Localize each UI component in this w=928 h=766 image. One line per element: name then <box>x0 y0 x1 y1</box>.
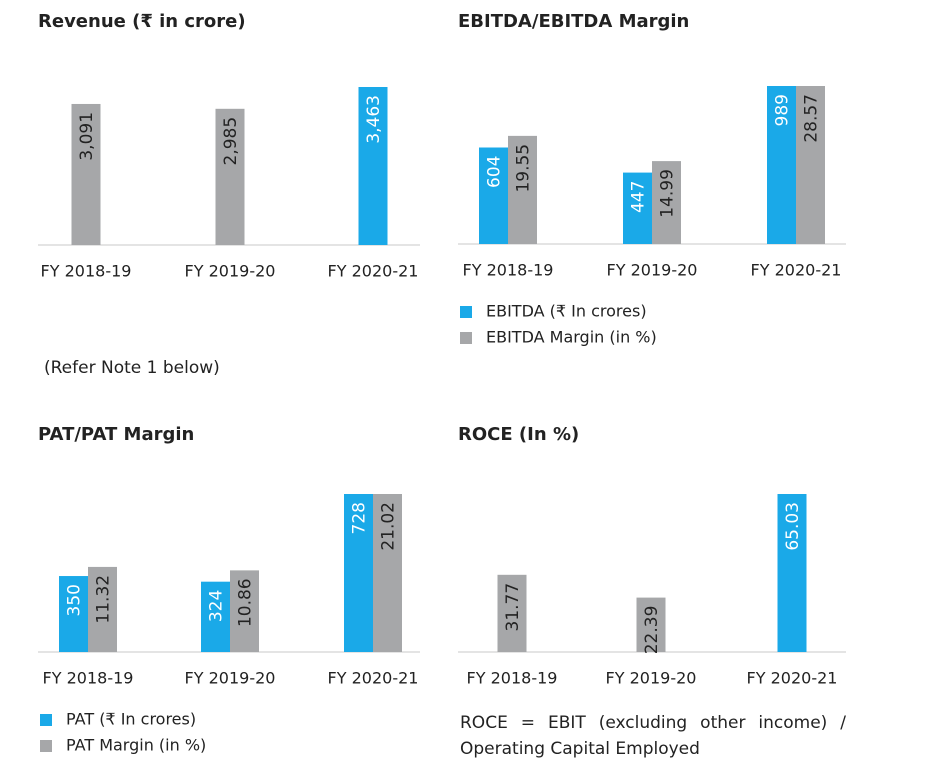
value-label: 31.77 <box>503 583 523 632</box>
note: (Refer Note 1 below) <box>44 358 220 378</box>
value-label: 22.39 <box>642 606 662 655</box>
value-label: 989 <box>773 94 793 126</box>
bar <box>777 494 807 652</box>
x-tick-label: FY 2020-21 <box>751 261 842 280</box>
value-label: 21.02 <box>379 502 399 551</box>
x-tick-label: FY 2018-19 <box>41 262 132 281</box>
value-label: 3,463 <box>364 95 384 144</box>
x-tick-label: FY 2019-20 <box>606 669 697 688</box>
bar <box>767 86 796 244</box>
x-tick-label: FY 2020-21 <box>747 669 838 688</box>
legend-swatch <box>460 306 472 318</box>
value-label: 728 <box>350 502 370 534</box>
bar <box>373 494 402 652</box>
value-label: 19.55 <box>514 144 534 193</box>
value-label: 324 <box>207 590 227 622</box>
x-tick-label: FY 2019-20 <box>185 669 276 688</box>
bar <box>497 574 527 652</box>
chart-title: PAT/PAT Margin <box>38 424 194 445</box>
bar <box>201 581 230 652</box>
value-label: 14.99 <box>658 169 678 218</box>
bar <box>71 103 101 245</box>
bar <box>230 570 259 652</box>
value-label: 2,985 <box>221 117 241 166</box>
x-tick-label: FY 2020-21 <box>328 262 419 281</box>
note: ROCE = EBIT (excluding other income) / O… <box>460 713 846 759</box>
bar <box>59 576 88 652</box>
value-label: 3,091 <box>77 112 97 161</box>
legend-label: EBITDA Margin (in %) <box>486 328 657 347</box>
legend-swatch <box>40 714 52 726</box>
value-label: 604 <box>485 156 505 188</box>
x-tick-label: FY 2018-19 <box>43 669 134 688</box>
value-label: 65.03 <box>783 502 803 551</box>
value-label: 11.32 <box>94 575 114 624</box>
value-label: 447 <box>629 181 649 213</box>
bar <box>479 147 508 244</box>
bar <box>88 566 117 652</box>
legend-label: EBITDA (₹ In crores) <box>486 302 647 321</box>
x-tick-label: FY 2018-19 <box>463 261 554 280</box>
bar <box>215 108 245 245</box>
x-tick-label: FY 2018-19 <box>467 669 558 688</box>
legend-swatch <box>40 740 52 752</box>
chart-title: ROCE (In %) <box>458 424 579 445</box>
legend-label: PAT (₹ In crores) <box>66 710 196 729</box>
legend-label: PAT Margin (in %) <box>66 736 206 755</box>
legend-swatch <box>460 332 472 344</box>
bar <box>636 597 666 652</box>
value-label: 350 <box>65 584 85 616</box>
value-label: 28.57 <box>802 94 822 143</box>
value-label: 10.86 <box>236 578 256 627</box>
x-tick-label: FY 2019-20 <box>607 261 698 280</box>
bar <box>623 172 652 244</box>
bar <box>652 161 681 244</box>
bar <box>508 135 537 244</box>
chart-title: EBITDA/EBITDA Margin <box>458 11 689 32</box>
bar <box>358 87 388 245</box>
bar <box>344 494 373 652</box>
chart-title: Revenue (₹ in crore) <box>38 11 246 32</box>
bar <box>796 86 825 244</box>
x-tick-label: FY 2020-21 <box>328 669 419 688</box>
x-tick-label: FY 2019-20 <box>185 262 276 281</box>
